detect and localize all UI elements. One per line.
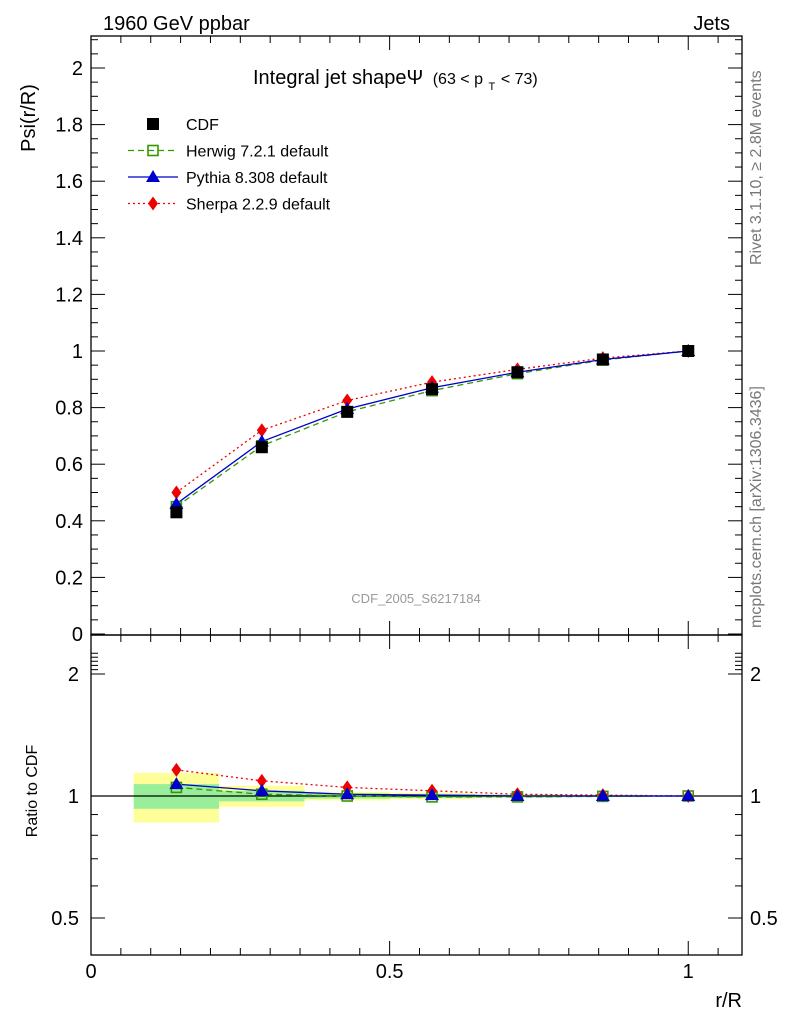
y-tick-label: 1.2 [55, 284, 83, 306]
legend-label: Sherpa 2.2.9 default [186, 197, 331, 214]
x-tick-label: 0.5 [376, 961, 404, 983]
ratio-plot-panel: 0.5 0.51 12 2 0 0.5 1 Ratio to CDF r/R [24, 634, 778, 1012]
y-tick-label: 0.2 [55, 567, 83, 589]
data-point-square [682, 345, 695, 357]
header-right: Jets [693, 13, 730, 35]
data-point-triangle [146, 170, 160, 182]
data-point-triangle [169, 496, 184, 509]
x-axis-label: r/R [715, 990, 742, 1012]
chart-title-sub: T [489, 81, 496, 93]
ratio-y-tick-label-right: 0.5 [750, 908, 778, 930]
y-tick-label: 1.8 [55, 115, 83, 137]
data-point-square [341, 405, 354, 418]
y-tick-label: 0.4 [55, 511, 83, 533]
main-y-axis-label: Psi(r/R) [18, 84, 40, 152]
header-left: 1960 GeV ppbar [103, 13, 250, 35]
legend-label: CDF [186, 117, 219, 134]
series-line [176, 350, 689, 508]
x-tick-label: 1 [683, 961, 694, 983]
ratio-y-tick-label: 1 [68, 786, 79, 808]
data-point-square [170, 506, 183, 519]
y-tick-label: 2 [72, 58, 83, 80]
main-y-axis-ticks: 0 0.2 0.4 0.6 0.8 1 1.2 1.4 1.6 1.8 2 [55, 36, 742, 646]
rivet-label: Rivet 3.1.10, ≥ 2.8M events [748, 70, 765, 265]
chart-title-main: Integral jet shapeΨ [253, 67, 423, 89]
data-point-triangle [254, 783, 269, 796]
data-point-diamond [171, 485, 182, 500]
data-point-triangle [340, 787, 355, 800]
data-point-open-square [147, 144, 159, 157]
ratio-y-tick-label: 0.5 [51, 908, 79, 930]
data-point-square [255, 441, 268, 454]
ratio-y-tick-label-right: 2 [750, 664, 761, 686]
chart-title-range: (63 < p [433, 71, 483, 88]
main-series [169, 344, 696, 519]
data-point-triangle [595, 789, 610, 801]
watermark: CDF_2005_S6217184 [351, 591, 480, 606]
data-point-diamond [148, 196, 158, 211]
chart-title-range-end: < 73) [501, 71, 538, 88]
y-tick-label: 1.4 [55, 228, 83, 250]
x-axis-ticks: 0 0.5 1 [85, 635, 719, 983]
ratio-y-tick-label-right: 1 [750, 786, 761, 808]
legend-label: Herwig 7.2.1 default [186, 144, 329, 161]
ratio-y-axis-label: Ratio to CDF [24, 745, 41, 838]
data-point-triangle [510, 789, 525, 801]
y-tick-label: 0 [72, 624, 83, 646]
data-point-square [426, 383, 439, 396]
ratio-y-axis-ticks: 0.5 0.5 1 1 2 2 [51, 652, 778, 930]
y-tick-label: 0.6 [55, 454, 83, 476]
data-point-triangle [681, 789, 696, 801]
ratio-uncertainty-bands [91, 772, 742, 823]
legend-label: Pythia 8.308 default [186, 170, 328, 187]
legend: CDF Herwig 7.2.1 default Pythia 8.308 defa… [128, 117, 331, 214]
chart-title: Integral jet shapeΨ (63 < p T < 73) [253, 67, 538, 95]
data-point-diamond [171, 762, 182, 777]
data-point-triangle [425, 788, 440, 801]
data-point-diamond [256, 423, 267, 438]
y-tick-label: 1 [72, 341, 83, 363]
ratio-series [169, 762, 696, 803]
mcplots-label: mcplots.cern.ch [arXiv:1306.3436] [748, 386, 765, 628]
data-point-diamond [342, 393, 353, 408]
data-point-square [511, 366, 524, 379]
y-tick-label: 0.8 [55, 398, 83, 420]
data-point-diamond [256, 773, 267, 788]
series-line [176, 350, 689, 505]
series-line [176, 350, 689, 494]
ratio-plot-frame [90, 634, 743, 956]
data-point-square [596, 353, 609, 366]
x-tick-label: 0 [85, 961, 96, 983]
ratio-y-tick-label: 2 [68, 664, 79, 686]
y-tick-label: 1.6 [55, 171, 83, 193]
data-point-square [147, 118, 159, 130]
data-point-triangle [169, 777, 184, 790]
main-plot-panel: 0 0.2 0.4 0.6 0.8 1 1.2 1.4 1.6 1.8 2 Psi(r/R) Int… [18, 35, 743, 646]
